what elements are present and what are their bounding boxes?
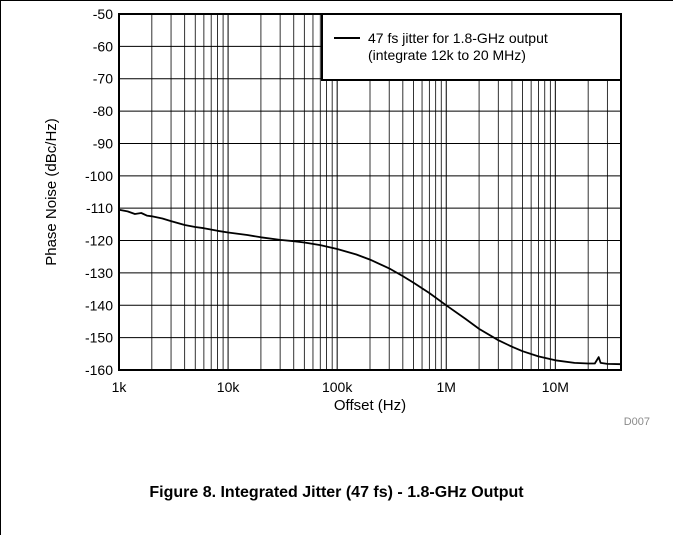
page-left-border [0, 0, 1, 535]
x-tick-label: 1k [112, 379, 128, 395]
y-tick-label: -70 [93, 71, 113, 87]
y-tick-label: -90 [93, 135, 113, 151]
legend: 47 fs jitter for 1.8-GHz output (integra… [321, 13, 622, 81]
x-tick-labels: 1k 10k 100k 1M 10M [112, 379, 569, 395]
y-tick-label: -60 [93, 38, 113, 54]
legend-label-line2: (integrate 12k to 20 MHz) [368, 47, 526, 63]
figure-caption: Figure 8. Integrated Jitter (47 fs) - 1.… [149, 484, 524, 501]
y-tick-label: -120 [85, 233, 113, 249]
figure-code: D007 [624, 416, 650, 428]
y-tick-label: -50 [93, 6, 113, 22]
legend-box [321, 13, 622, 81]
x-tick-label: 10M [542, 379, 569, 395]
y-axis-title: Phase Noise (dBc/Hz) [43, 118, 60, 266]
x-tick-label: 100k [322, 379, 353, 395]
y-tick-label: -80 [93, 103, 113, 119]
y-tick-label: -130 [85, 265, 113, 281]
x-tick-label: 1M [437, 379, 456, 395]
y-tick-labels: -50 -60 -70 -80 -90 -100 -110 -120 -130 -140 -150 -… [85, 6, 113, 378]
series-line [118, 208, 622, 366]
x-tick-label: 10k [217, 379, 241, 395]
series-layer [118, 208, 622, 366]
phase-noise-chart: -50 -60 -70 -80 -90 -100 -110 -120 -130 -140 -150 -… [43, 6, 650, 428]
y-tick-label: -160 [85, 362, 113, 378]
page-top-border [0, 0, 673, 1]
y-tick-label: -100 [85, 168, 113, 184]
y-tick-label: -110 [86, 200, 113, 216]
y-tick-label: -140 [85, 297, 113, 313]
x-axis-title: Offset (Hz) [334, 397, 406, 414]
legend-label: 47 fs jitter for 1.8-GHz output [368, 30, 548, 46]
y-tick-label: -150 [85, 330, 113, 346]
